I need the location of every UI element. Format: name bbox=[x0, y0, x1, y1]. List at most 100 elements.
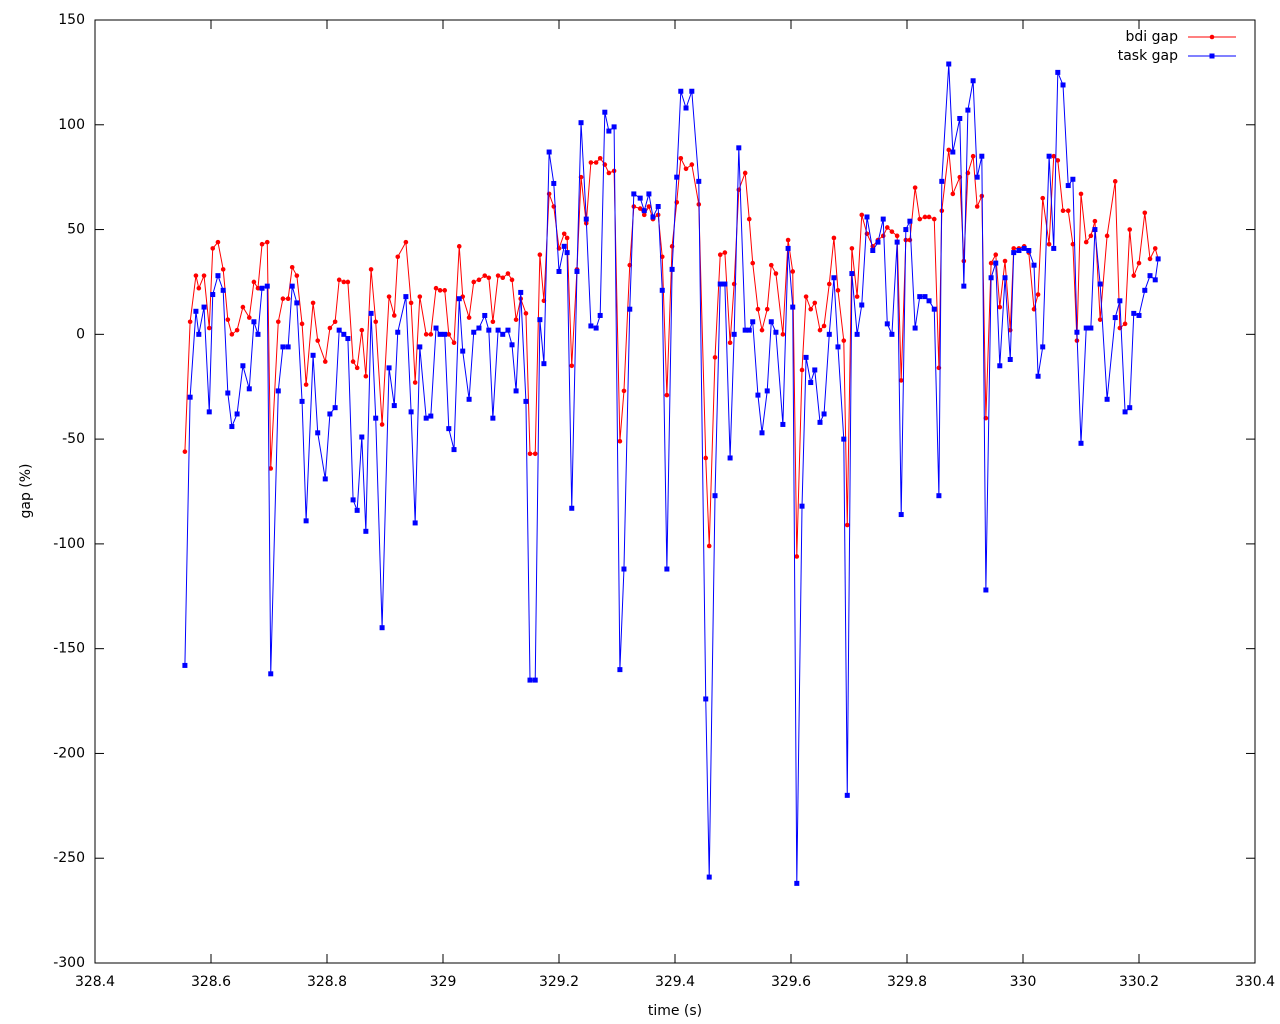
data-point bbox=[403, 239, 409, 245]
data-point bbox=[785, 237, 791, 243]
data-point bbox=[803, 294, 809, 299]
data-point bbox=[373, 415, 379, 421]
data-point bbox=[1002, 258, 1008, 264]
data-point bbox=[495, 273, 501, 278]
data-point bbox=[773, 271, 779, 276]
legend-label: bdi gap bbox=[1126, 29, 1179, 45]
data-point bbox=[907, 237, 913, 243]
data-point bbox=[889, 229, 895, 234]
data-point bbox=[655, 204, 661, 210]
data-point bbox=[1147, 273, 1153, 279]
data-point bbox=[864, 214, 870, 220]
data-point bbox=[220, 267, 226, 272]
data-point bbox=[755, 392, 761, 398]
data-point bbox=[268, 466, 274, 471]
data-point bbox=[812, 300, 818, 306]
data-point bbox=[546, 191, 552, 197]
data-point bbox=[974, 174, 980, 180]
data-point bbox=[593, 160, 599, 165]
data-point bbox=[299, 398, 305, 404]
data-point bbox=[345, 336, 351, 342]
data-point bbox=[332, 405, 338, 411]
data-point bbox=[490, 415, 496, 421]
data-point bbox=[225, 390, 231, 396]
y-tick-label: -50 bbox=[62, 431, 85, 447]
data-point bbox=[408, 409, 414, 415]
data-point bbox=[486, 275, 492, 281]
data-point bbox=[854, 331, 860, 337]
data-point bbox=[621, 388, 627, 394]
data-point bbox=[683, 166, 689, 172]
data-point bbox=[574, 268, 580, 274]
data-point bbox=[669, 266, 675, 272]
data-point bbox=[240, 304, 246, 310]
data-point bbox=[437, 331, 443, 337]
x-tick-label: 328.6 bbox=[191, 974, 231, 990]
data-point bbox=[395, 329, 401, 335]
x-tick-label: 329.6 bbox=[771, 974, 811, 990]
data-point bbox=[664, 566, 670, 572]
data-point bbox=[234, 327, 240, 333]
data-point bbox=[712, 355, 718, 360]
data-point bbox=[746, 327, 752, 333]
data-point bbox=[456, 296, 462, 302]
data-point bbox=[1016, 248, 1022, 254]
data-point bbox=[922, 214, 928, 220]
data-point bbox=[1031, 262, 1037, 268]
legend-label: task gap bbox=[1118, 48, 1178, 64]
y-tick-label: -150 bbox=[53, 641, 85, 657]
data-point bbox=[1078, 440, 1084, 446]
data-point bbox=[950, 191, 956, 197]
data-point bbox=[588, 323, 594, 329]
data-point bbox=[1088, 325, 1094, 331]
data-point bbox=[706, 543, 712, 549]
data-point bbox=[1131, 310, 1137, 316]
x-tick-label: 329.4 bbox=[655, 974, 695, 990]
data-point bbox=[1060, 208, 1066, 213]
data-point bbox=[359, 434, 365, 440]
data-point bbox=[327, 325, 333, 331]
data-point bbox=[359, 327, 365, 333]
data-point bbox=[569, 505, 575, 511]
data-point bbox=[983, 587, 989, 593]
data-point bbox=[264, 283, 270, 289]
data-point bbox=[993, 260, 999, 266]
data-point bbox=[727, 455, 733, 461]
x-tick-label: 329.8 bbox=[887, 974, 927, 990]
data-point bbox=[289, 264, 295, 270]
x-tick-label: 330.2 bbox=[1119, 974, 1159, 990]
data-point bbox=[532, 451, 538, 457]
data-point bbox=[294, 300, 300, 306]
data-point bbox=[509, 342, 515, 348]
data-point bbox=[859, 212, 865, 218]
data-point bbox=[1055, 69, 1061, 75]
x-tick-label: 329 bbox=[430, 974, 457, 990]
data-point bbox=[621, 566, 627, 572]
data-point bbox=[826, 331, 832, 337]
data-point bbox=[970, 153, 976, 159]
data-point bbox=[750, 319, 756, 325]
data-point bbox=[1040, 344, 1046, 350]
data-point bbox=[1055, 158, 1061, 163]
data-point bbox=[627, 306, 633, 312]
data-point bbox=[717, 281, 723, 287]
data-point bbox=[341, 331, 347, 337]
data-point bbox=[884, 321, 890, 327]
data-point bbox=[712, 493, 718, 499]
x-tick-label: 329.2 bbox=[539, 974, 579, 990]
data-point bbox=[275, 388, 281, 394]
data-point bbox=[742, 327, 748, 333]
data-point bbox=[717, 252, 723, 258]
data-point bbox=[379, 422, 385, 427]
data-point bbox=[336, 277, 342, 283]
data-point bbox=[446, 332, 452, 337]
data-point bbox=[466, 396, 472, 402]
data-point bbox=[225, 317, 231, 322]
data-point bbox=[1051, 245, 1057, 251]
data-point bbox=[264, 239, 270, 245]
data-point bbox=[821, 411, 827, 417]
data-point bbox=[1104, 233, 1110, 239]
data-point bbox=[428, 332, 434, 337]
data-point bbox=[768, 262, 774, 268]
data-point bbox=[240, 363, 246, 369]
